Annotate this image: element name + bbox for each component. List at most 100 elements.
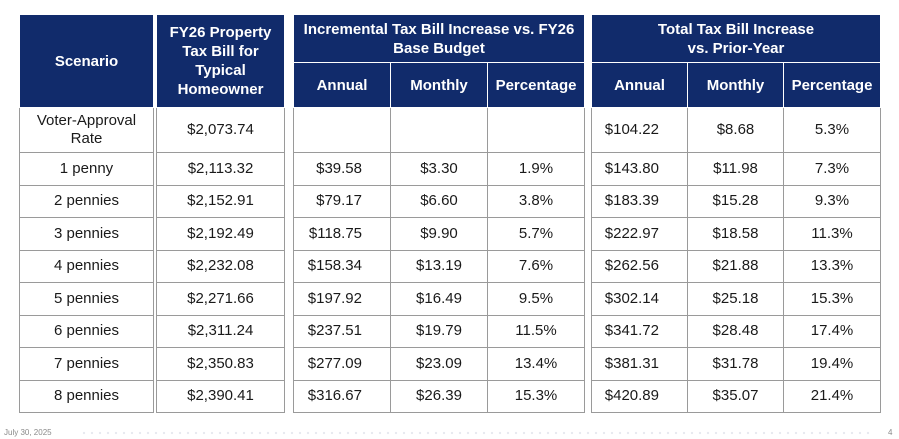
fy26-bill-cell: $2,152.91 — [156, 184, 285, 218]
incremental-table: Incremental Tax Bill Increase vs. FY26 B… — [292, 14, 586, 413]
fy26-header-line: Homeowner — [177, 81, 264, 98]
fy26-bill-cell: $2,311.24 — [156, 314, 285, 348]
scenario-table: Scenario Voter-Approval Rate 1 penny 2 penn… — [19, 14, 154, 413]
scenario-label: 3 pennies — [53, 224, 120, 242]
scenario-cell: 1 penny — [19, 152, 154, 186]
table-row: $2,152.91 — [156, 184, 285, 218]
table-row: $104.22 $8.68 5.3% — [591, 107, 882, 153]
table-row: $2,390.41 — [156, 379, 285, 413]
total-header: Total Tax Bill Increase vs. Prior-Year — [590, 14, 882, 63]
table-row: $420.89 $35.07 21.4% — [591, 379, 882, 413]
table-row: $237.51 $19.79 11.5% — [293, 314, 586, 348]
total-monthly-cell: $18.58 — [687, 217, 784, 251]
fy26-header-line: FY26 Property — [169, 24, 272, 41]
incremental-annual-cell: $316.67 — [293, 379, 391, 413]
total-percentage-cell: 7.3% — [782, 152, 882, 186]
total-monthly-header: Monthly — [687, 62, 784, 108]
table-row: 1 penny — [19, 152, 154, 186]
incremental-monthly-cell: $19.79 — [390, 314, 488, 348]
fy26-bill-cell: $2,073.74 — [156, 107, 285, 153]
table-row: $79.17 $6.60 3.8% — [293, 184, 586, 218]
total-annual-cell: $420.89 — [591, 379, 688, 413]
incremental-percentage-cell: 3.8% — [486, 184, 586, 218]
scenario-cell: 2 pennies — [19, 184, 154, 218]
fy26-bill-cell: $2,350.83 — [156, 347, 285, 381]
table-row: 6 pennies — [19, 314, 154, 348]
incremental-percentage-cell: 11.5% — [486, 314, 586, 348]
incremental-percentage-cell — [486, 107, 586, 153]
total-annual-cell: $104.22 — [591, 107, 688, 153]
table-row: $2,311.24 — [156, 314, 285, 348]
total-annual-cell: $222.97 — [591, 217, 688, 251]
scenario-label: 6 pennies — [53, 322, 120, 340]
table-row: $381.31 $31.78 19.4% — [591, 347, 882, 381]
table-row: $302.14 $25.18 15.3% — [591, 282, 882, 316]
incremental-header-line: Base Budget — [393, 39, 485, 57]
total-percentage-cell: 19.4% — [782, 347, 882, 381]
total-percentage-cell: 13.3% — [782, 249, 882, 283]
incremental-monthly-cell: $16.49 — [390, 282, 488, 316]
table-row: $2,113.32 — [156, 152, 285, 186]
scenario-cell: 4 pennies — [19, 249, 154, 283]
incremental-annual-header: Annual — [293, 62, 391, 108]
fy26-header-line: Typical — [195, 62, 246, 79]
scenario-label: 8 pennies — [53, 387, 120, 405]
total-body: $104.22 $8.68 5.3% $143.80 $11.98 7.3% $183.39… — [591, 107, 882, 413]
table-row: 8 pennies — [19, 379, 154, 413]
table-row: 3 pennies — [19, 217, 154, 251]
table-row: $2,232.08 — [156, 249, 285, 283]
table-row: $2,073.74 — [156, 107, 285, 153]
incremental-percentage-cell: 1.9% — [486, 152, 586, 186]
table-row: $39.58 $3.30 1.9% — [293, 152, 586, 186]
scenario-cell: 6 pennies — [19, 314, 154, 348]
total-percentage-cell: 5.3% — [782, 107, 882, 153]
total-percentage-cell: 17.4% — [782, 314, 882, 348]
table-row: $143.80 $11.98 7.3% — [591, 152, 882, 186]
scenario-label: 5 pennies — [53, 289, 120, 307]
table-row — [293, 107, 586, 153]
incremental-monthly-cell: $13.19 — [390, 249, 488, 283]
total-monthly-cell: $35.07 — [687, 379, 784, 413]
scenario-label: 4 pennies — [53, 257, 120, 275]
incremental-monthly-cell: $9.90 — [390, 217, 488, 251]
incremental-body: $39.58 $3.30 1.9% $79.17 $6.60 3.8% $118.75 $9.… — [293, 107, 586, 413]
scenario-cell: 7 pennies — [19, 347, 154, 381]
incremental-percentage-cell: 15.3% — [486, 379, 586, 413]
incremental-percentage-cell: 13.4% — [486, 347, 586, 381]
table-row: $341.72 $28.48 17.4% — [591, 314, 882, 348]
total-annual-cell: $381.31 — [591, 347, 688, 381]
incremental-monthly-header: Monthly — [390, 62, 488, 108]
total-header-line: vs. Prior-Year — [687, 39, 785, 57]
total-percentage-cell: 15.3% — [782, 282, 882, 316]
scenario-label: Voter-Approval — [36, 112, 137, 129]
total-annual-cell: $341.72 — [591, 314, 688, 348]
table-row: $2,192.49 — [156, 217, 285, 251]
table-row: $222.97 $18.58 11.3% — [591, 217, 882, 251]
incremental-header: Incremental Tax Bill Increase vs. FY26 B… — [292, 14, 586, 63]
incremental-percentage-header: Percentage — [486, 62, 586, 108]
total-percentage-header: Percentage — [782, 62, 882, 108]
total-monthly-cell: $31.78 — [687, 347, 784, 381]
incremental-annual-cell: $79.17 — [293, 184, 391, 218]
scenario-cell: 5 pennies — [19, 282, 154, 316]
table-row: 5 pennies — [19, 282, 154, 316]
total-percentage-cell: 21.4% — [782, 379, 882, 413]
table-row: $277.09 $23.09 13.4% — [293, 347, 586, 381]
table-row: 7 pennies — [19, 347, 154, 381]
table-row: $2,350.83 — [156, 347, 285, 381]
total-monthly-cell: $8.68 — [687, 107, 784, 153]
footer-date: July 30, 2025 — [4, 428, 52, 437]
fy26-body: $2,073.74 $2,113.32 $2,152.91 $2,192.49 $2,2… — [156, 107, 285, 413]
total-annual-cell: $262.56 — [591, 249, 688, 283]
total-monthly-cell: $15.28 — [687, 184, 784, 218]
incremental-monthly-cell: $23.09 — [390, 347, 488, 381]
incremental-annual-cell: $197.92 — [293, 282, 391, 316]
incremental-annual-cell: $277.09 — [293, 347, 391, 381]
scenario-label: 2 pennies — [53, 192, 120, 210]
total-annual-cell: $143.80 — [591, 152, 688, 186]
fy26-bill-cell: $2,390.41 — [156, 379, 285, 413]
incremental-monthly-cell — [390, 107, 488, 153]
incremental-annual-cell: $118.75 — [293, 217, 391, 251]
total-monthly-cell: $21.88 — [687, 249, 784, 283]
